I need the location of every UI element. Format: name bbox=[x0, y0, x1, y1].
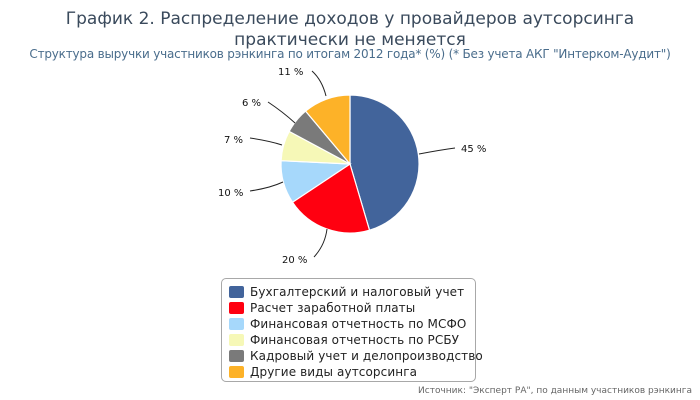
leader-line-20 bbox=[313, 228, 328, 258]
legend-swatch bbox=[229, 286, 244, 298]
slice-accounting bbox=[349, 94, 420, 231]
legend-label: Бухгалтерский и налоговый учет bbox=[250, 285, 465, 299]
label-20: 20 % bbox=[282, 255, 307, 266]
legend-item-payroll[interactable]: Расчет заработной платы bbox=[229, 300, 475, 316]
legend-label: Финансовая отчетность по РСБУ bbox=[250, 333, 460, 347]
legend-swatch bbox=[229, 334, 244, 346]
leader-line-11 bbox=[311, 70, 327, 97]
source-note: Источник: "Эксперт РА", по данным участн… bbox=[418, 386, 692, 396]
chart-subtitle: Структура выручки участников рэнкинга по… bbox=[29, 47, 671, 61]
legend-item-ifrs[interactable]: Финансовая отчетность по МСФО bbox=[229, 316, 475, 332]
legend-swatch bbox=[229, 318, 244, 330]
slice-payroll bbox=[291, 163, 371, 234]
legend: Бухгалтерский и налоговый учет Расчет за… bbox=[221, 278, 483, 382]
legend-swatch bbox=[229, 302, 244, 314]
label-7: 7 % bbox=[224, 135, 243, 146]
label-45: 45 % bbox=[461, 144, 486, 155]
legend-label: Другие виды аутсорсинга bbox=[250, 365, 418, 379]
legend-item-hr[interactable]: Кадровый учет и делопроизводство bbox=[229, 348, 483, 364]
leader-line-7 bbox=[249, 137, 283, 146]
leader-line-45 bbox=[418, 147, 456, 155]
slice-other bbox=[304, 94, 351, 166]
chart-title-line2: практически не меняется bbox=[234, 30, 466, 50]
legend-swatch bbox=[229, 366, 244, 378]
legend-item-accounting[interactable]: Бухгалтерский и налоговый учет bbox=[229, 284, 475, 300]
leader-line-10 bbox=[249, 181, 284, 192]
legend-label: Расчет заработной платы bbox=[250, 301, 416, 315]
legend-label: Финансовая отчетность по МСФО bbox=[250, 317, 467, 331]
chart-title-line1: График 2. Распределение доходов у провай… bbox=[65, 9, 635, 29]
leader-line-6 bbox=[267, 101, 296, 124]
legend-label: Кадровый учет и делопроизводство bbox=[250, 349, 483, 363]
legend-item-ras[interactable]: Финансовая отчетность по РСБУ bbox=[229, 332, 475, 348]
legend-swatch bbox=[229, 350, 244, 362]
label-10: 10 % bbox=[218, 188, 243, 199]
label-11: 11 % bbox=[278, 67, 303, 78]
legend-item-other[interactable]: Другие виды аутсорсинга bbox=[229, 364, 475, 380]
label-6: 6 % bbox=[242, 98, 261, 109]
chart-title: График 2. Распределение доходов у провай… bbox=[0, 9, 700, 51]
